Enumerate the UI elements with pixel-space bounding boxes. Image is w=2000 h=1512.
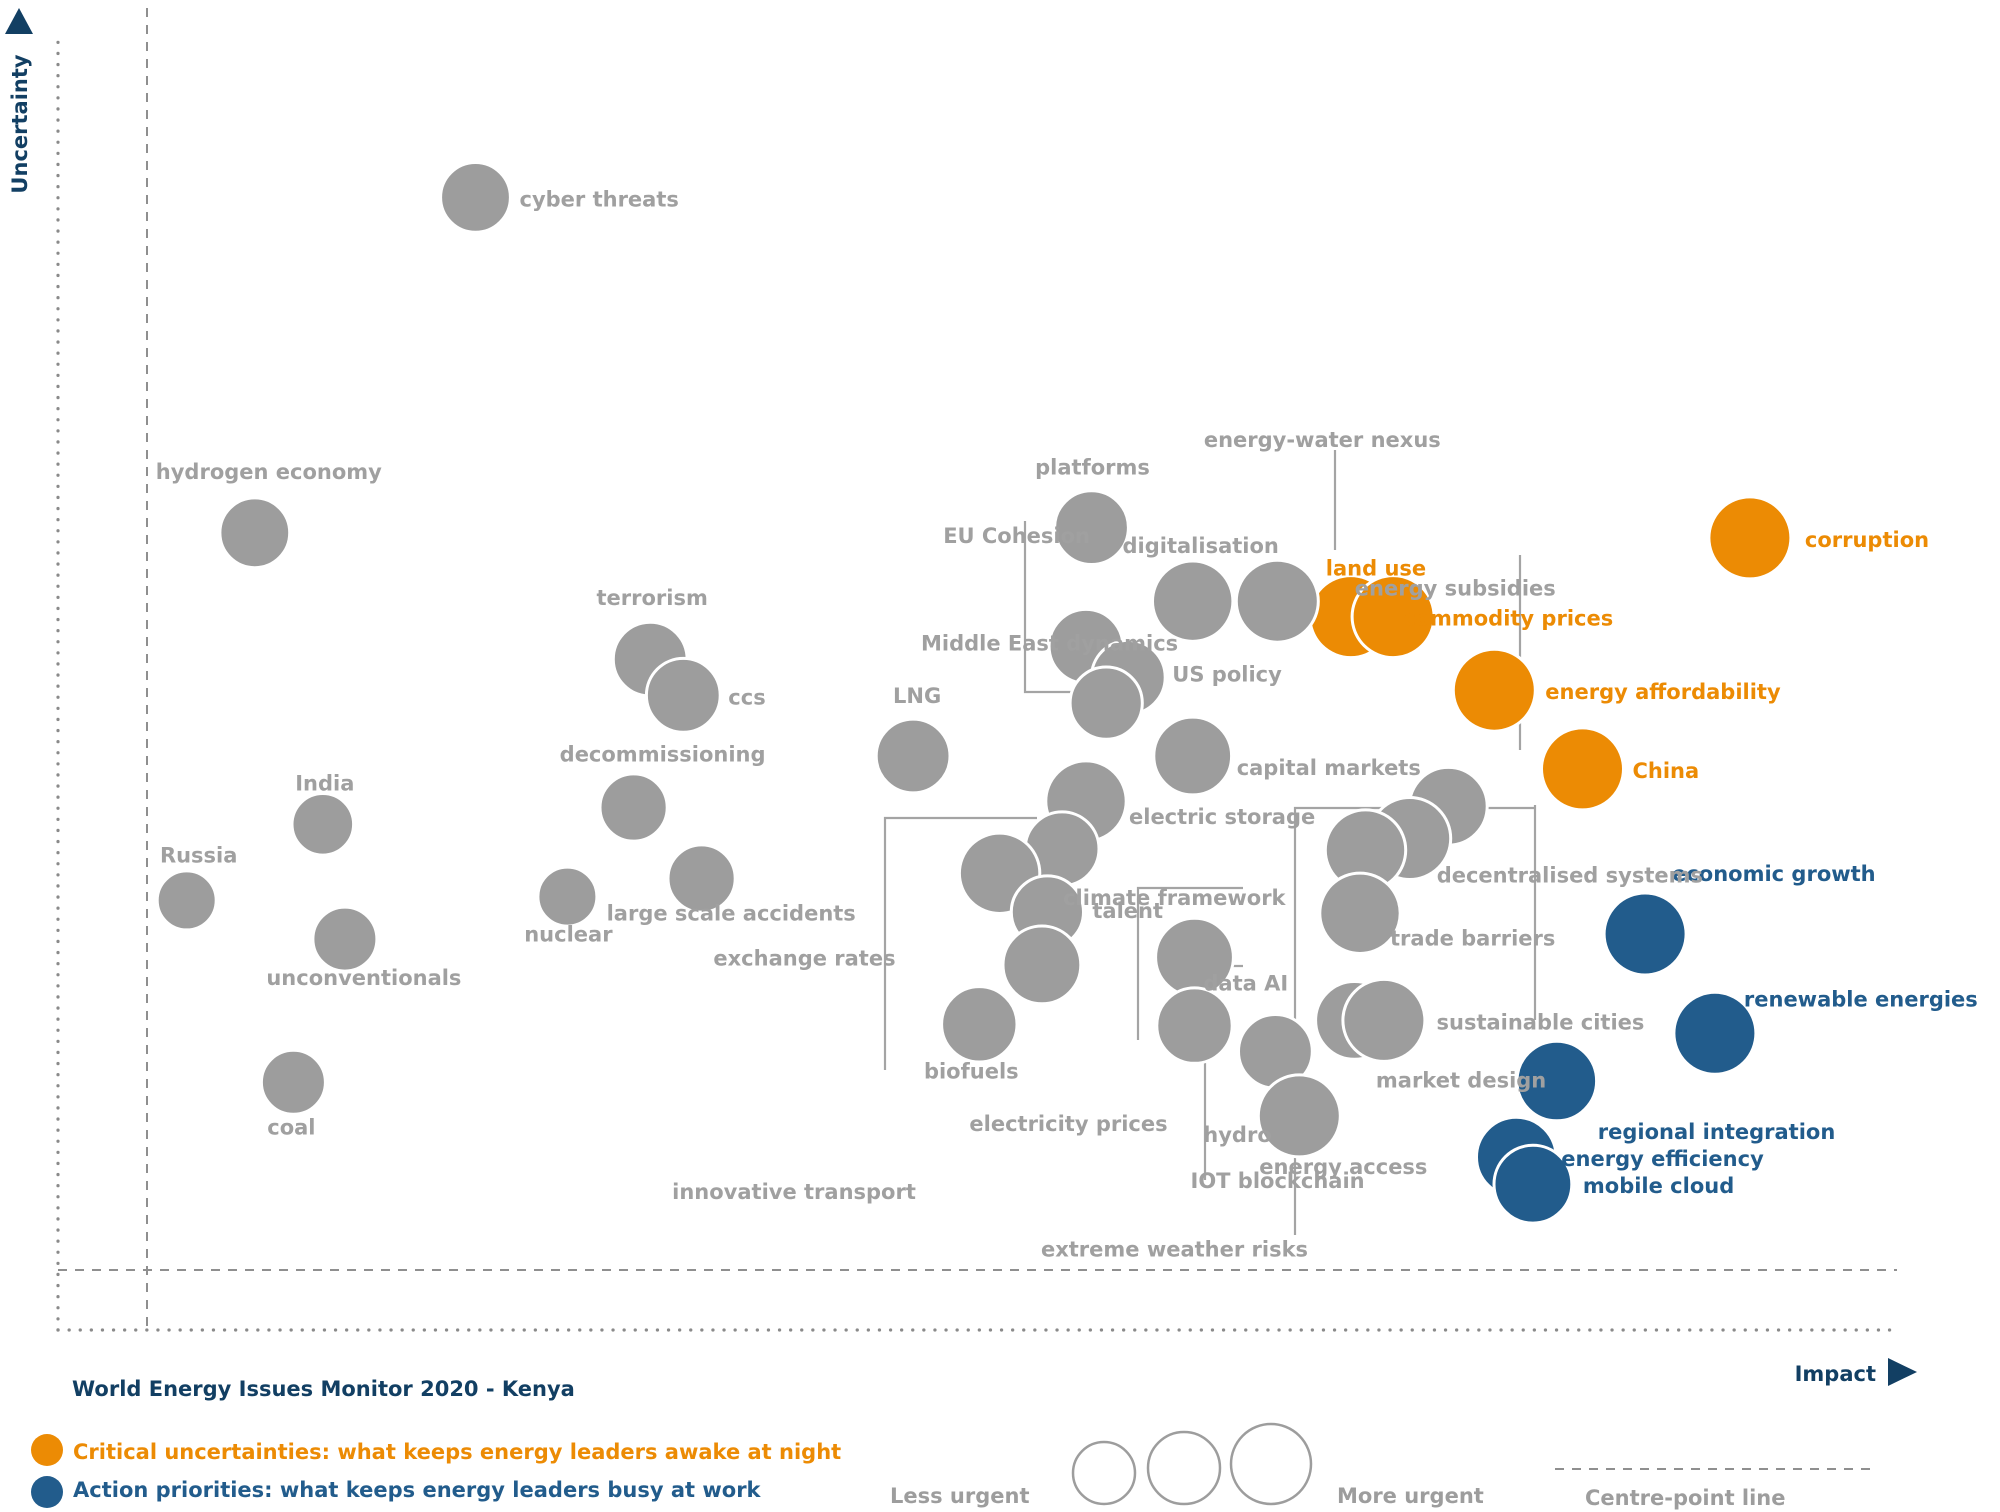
legend-orange-swatch	[31, 1434, 63, 1466]
label-hydrogen-economy: hydrogen economy	[156, 460, 382, 484]
bubble-large-scale-accidents	[666, 843, 737, 914]
bubble-decommissioning	[598, 772, 669, 843]
bubble-platforms	[1053, 489, 1130, 566]
label-middle-east-dynamics: Middle East dynamics	[921, 631, 1178, 655]
label-talent: talent	[1092, 899, 1163, 923]
bubble-hydro	[1256, 1073, 1342, 1159]
label-us-policy: US policy	[1172, 662, 1282, 686]
label-decommissioning: decommissioning	[560, 743, 766, 767]
bubble-biofuels	[940, 985, 1019, 1064]
y-axis-arrow-icon	[5, 8, 33, 34]
label-unconventionals: unconventionals	[266, 966, 461, 990]
bubble-nuclear	[536, 865, 599, 928]
label-land-use: land use	[1326, 557, 1426, 581]
label-energy-affordability: energy affordability	[1545, 680, 1781, 704]
label-energy-access: energy access	[1259, 1155, 1427, 1179]
label-renewable-energies: renewable energies	[1744, 987, 1978, 1011]
bubble-corruption	[1707, 495, 1793, 581]
bubble-russia	[155, 869, 218, 932]
bubble-energy-water-nexus	[1234, 558, 1320, 644]
label-lng: LNG	[893, 684, 941, 708]
label-electric-storage: electric storage	[1129, 805, 1315, 829]
label-exchange-rates: exchange rates	[713, 946, 895, 970]
legend-size-small	[1071, 1440, 1137, 1506]
label-climate-framework: climate framework	[1063, 886, 1286, 910]
axes-layer: Uncertainty Impact	[5, 8, 1917, 1386]
label-china: China	[1633, 759, 1700, 783]
label-russia: Russia	[160, 843, 238, 867]
label-sustainable-cities: sustainable cities	[1437, 1010, 1645, 1034]
legend-size-medium	[1146, 1430, 1222, 1506]
bubble-trade-barriers	[1318, 871, 1402, 955]
label-economic-growth: economic growth	[1672, 862, 1876, 886]
connector-electricity-prices	[1136, 886, 1243, 1040]
bubble-extreme-weather-risks	[1155, 986, 1234, 1065]
x-axis-arrow-icon	[1888, 1358, 1917, 1386]
label-india: India	[295, 771, 354, 795]
label-mobile-cloud: mobile cloud	[1583, 1174, 1734, 1198]
label-large-scale-accidents: large scale accidents	[607, 902, 856, 926]
label-iot-blockchain: IOT blockchain	[1191, 1169, 1365, 1193]
bubble-economic-growth	[1602, 891, 1688, 977]
label-platforms: platforms	[1035, 456, 1150, 480]
bubble-energy-affordability	[1451, 647, 1537, 733]
bubble-mobile-cloud	[1492, 1143, 1574, 1225]
bubble-ccs	[644, 656, 722, 734]
legend-less-urgent: Less urgent	[890, 1484, 1030, 1508]
label-energy-efficiency: energy efficiency	[1561, 1147, 1764, 1171]
label-hydro: hydro	[1203, 1123, 1271, 1147]
legend-blue-swatch	[31, 1476, 63, 1508]
label-regional-integration: regional integration	[1598, 1120, 1836, 1144]
label-digitalisation: digitalisation	[1123, 534, 1279, 558]
label-data-ai: data AI	[1203, 971, 1288, 995]
bubble-coal	[259, 1048, 327, 1116]
label-coal: coal	[267, 1115, 315, 1139]
label-cyber-threats: cyber threats	[520, 187, 679, 211]
legend-critical-label: Critical uncertainties: what keeps energ…	[73, 1440, 841, 1464]
label-energy-water-nexus: energy-water nexus	[1204, 428, 1441, 452]
bubble-eu-cohesion	[1068, 665, 1144, 741]
y-axis-label: Uncertainty	[8, 54, 32, 193]
bubble-innovative-transport	[1001, 924, 1083, 1006]
bubble-commodity-prices	[1350, 574, 1436, 660]
labels-layer: corruption land use commodity prices energy…	[156, 187, 1978, 1261]
label-commodity-prices: commodity prices	[1403, 607, 1613, 631]
label-corruption: corruption	[1805, 528, 1929, 552]
label-biofuels: biofuels	[924, 1059, 1019, 1083]
legend-more-urgent: More urgent	[1337, 1484, 1484, 1508]
bubble-regional-integration	[1515, 1039, 1599, 1123]
legend-size-large	[1229, 1422, 1313, 1506]
label-electricity-prices: electricity prices	[969, 1112, 1167, 1136]
bubble-hydrogen-economy	[218, 496, 292, 570]
label-trade-barriers: trade barriers	[1390, 926, 1555, 950]
label-extreme-weather-risks: extreme weather risks	[1041, 1238, 1308, 1262]
bubble-capital-markets	[1152, 715, 1234, 797]
bubble-india	[290, 792, 356, 857]
legend-centre-point-label: Centre-point line	[1585, 1486, 1786, 1510]
bubble-unconventionals	[311, 905, 379, 973]
legend-action-label: Action priorities: what keeps energy lea…	[73, 1478, 762, 1502]
label-nuclear: nuclear	[524, 923, 613, 947]
bubble-china	[1540, 726, 1625, 812]
bubble-market-design	[1341, 977, 1427, 1063]
chart-title: World Energy Issues Monitor 2020 - Kenya	[72, 1377, 575, 1401]
bubble-lng	[874, 717, 952, 795]
label-energy-subsidies: energy subsidies	[1355, 576, 1556, 600]
legend: World Energy Issues Monitor 2020 - Kenya…	[31, 1377, 1878, 1510]
label-terrorism: terrorism	[597, 586, 708, 610]
bubble-cyber-threats	[439, 161, 512, 234]
connector-innovative-transport	[883, 816, 1037, 1070]
label-ccs: ccs	[728, 685, 765, 709]
bubbles-layer	[155, 161, 1793, 1225]
label-capital-markets: capital markets	[1237, 756, 1421, 780]
bubble-digitalisation	[1151, 559, 1235, 643]
label-market-design: market design	[1376, 1068, 1546, 1092]
label-innovative-transport: innovative transport	[672, 1180, 916, 1204]
x-axis-label: Impact	[1795, 1362, 1876, 1386]
label-eu-cohesion: EU Cohesion	[943, 524, 1090, 548]
label-decentralised-systems: decentralised systems	[1437, 864, 1703, 888]
bubble-renewable-energies	[1672, 990, 1758, 1076]
